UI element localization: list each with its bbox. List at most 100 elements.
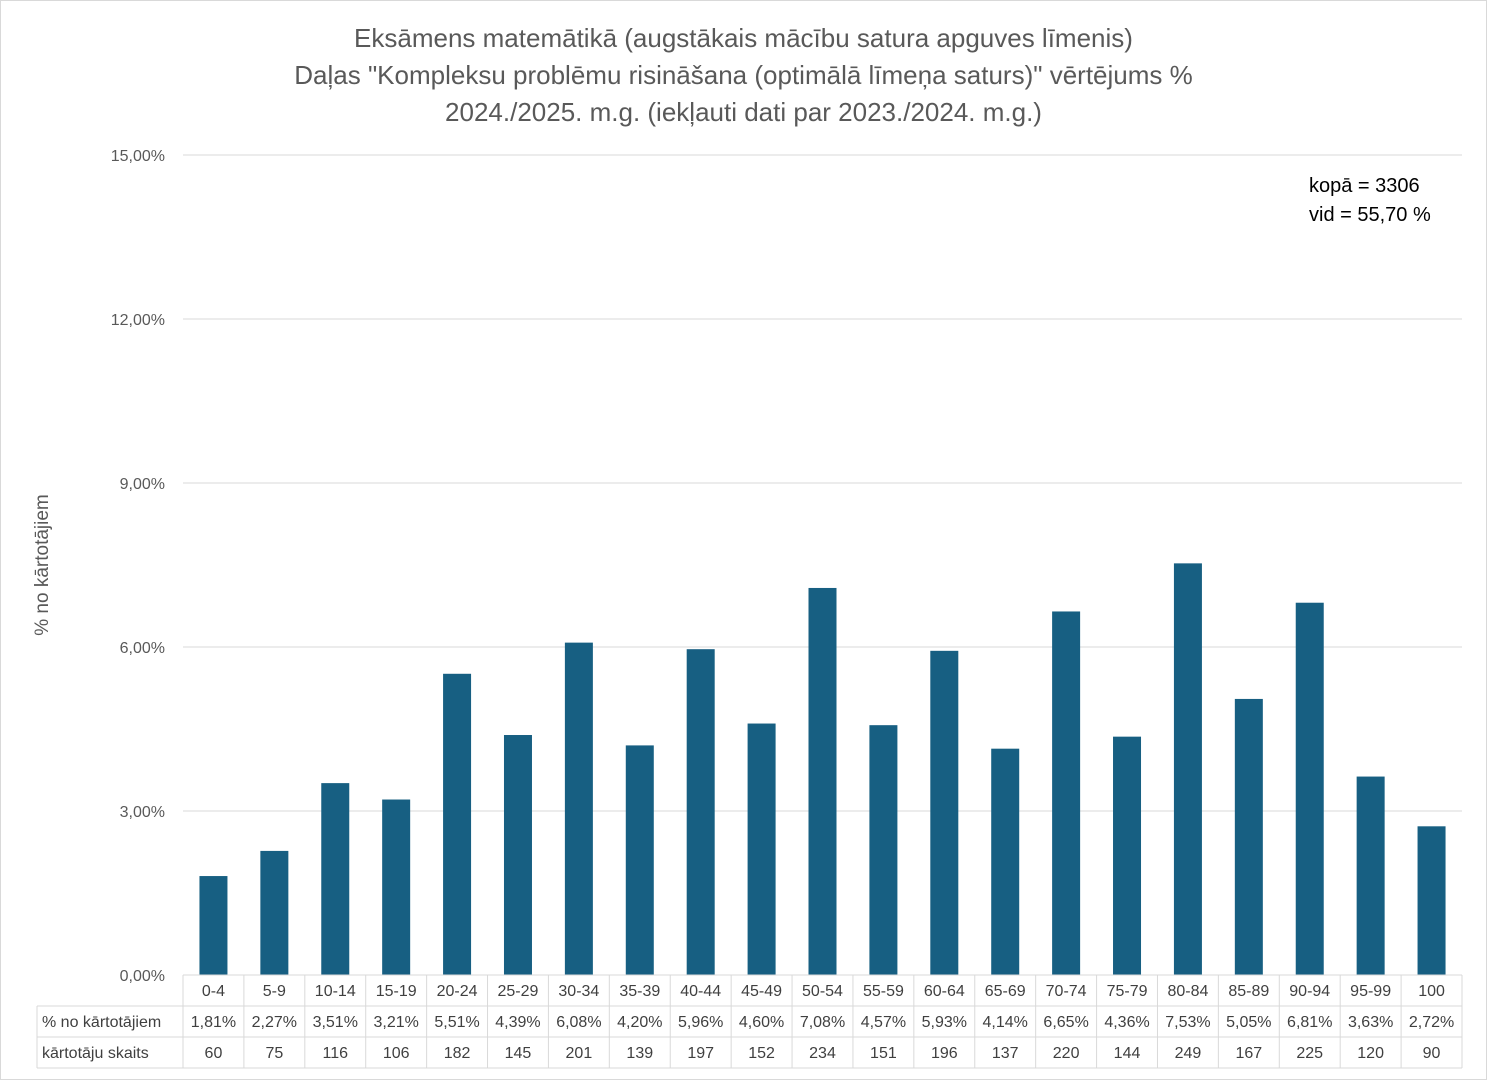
data-label: 2,27% (252, 1014, 297, 1031)
data-label: 7,53% (1165, 1014, 1210, 1031)
y-tick-label: 15,00% (111, 148, 165, 165)
x-tick-label: 80-84 (1167, 983, 1208, 1000)
data-label: 4,14% (983, 1014, 1028, 1031)
x-tick-label: 65-69 (985, 983, 1026, 1000)
bar (1356, 776, 1385, 975)
data-label: 3,63% (1348, 1014, 1393, 1031)
x-tick-label: 35-39 (619, 983, 660, 1000)
bar (1295, 602, 1324, 975)
data-label: 139 (626, 1045, 653, 1062)
data-label: 196 (931, 1045, 958, 1062)
data-label: 151 (870, 1045, 897, 1062)
data-label: 137 (992, 1045, 1019, 1062)
chart-title-line-1: Eksāmens matemātikā (augstākais mācību s… (354, 23, 1133, 53)
data-label: 120 (1357, 1045, 1384, 1062)
x-tick-label: 0-4 (202, 983, 225, 1000)
table-row-header: kārtotāju skaits (42, 1045, 149, 1062)
data-label: 3,21% (373, 1014, 418, 1031)
data-label: 106 (383, 1045, 410, 1062)
bar (321, 783, 350, 975)
y-tick-label: 6,00% (120, 640, 165, 657)
data-label: 4,57% (861, 1014, 906, 1031)
bar (1417, 826, 1446, 975)
x-tick-label: 50-54 (802, 983, 843, 1000)
bar (443, 673, 472, 975)
data-label: 4,39% (495, 1014, 540, 1031)
x-tick-label: 90-94 (1289, 983, 1330, 1000)
mean-annotation: vid = 55,70 % (1309, 204, 1431, 226)
data-label: 5,51% (434, 1014, 479, 1031)
data-label: 6,08% (556, 1014, 601, 1031)
data-label: 7,08% (800, 1014, 845, 1031)
total-annotation: kopā = 3306 (1309, 175, 1420, 197)
data-label: 90 (1423, 1045, 1441, 1062)
data-label: 4,20% (617, 1014, 662, 1031)
summary-annotation: kopā = 3306 vid = 55,70 % (1309, 172, 1431, 230)
data-label: 182 (444, 1045, 471, 1062)
data-label: 201 (566, 1045, 593, 1062)
y-tick-label: 3,00% (120, 804, 165, 821)
data-label: 144 (1114, 1045, 1141, 1062)
data-label: 4,36% (1104, 1014, 1149, 1031)
bar (869, 725, 898, 975)
bar (1173, 563, 1202, 975)
chart-title-line-3: 2024./2025. m.g. (iekļauti dati par 2023… (445, 97, 1042, 127)
data-label: 197 (687, 1045, 714, 1062)
data-label: 116 (323, 1045, 349, 1062)
bar (991, 748, 1020, 975)
chart-title: Eksāmens matemātikā (augstākais mācību s… (0, 20, 1487, 131)
x-tick-label: 10-14 (315, 983, 356, 1000)
x-tick-label: 60-64 (924, 983, 965, 1000)
data-label: 220 (1053, 1045, 1080, 1062)
bar (747, 723, 776, 975)
data-label: 145 (505, 1045, 532, 1062)
data-label: 6,81% (1287, 1014, 1332, 1031)
x-tick-label: 30-34 (558, 983, 599, 1000)
table-row-header: % no kārtotājiem (42, 1014, 161, 1031)
bar (260, 850, 289, 975)
x-tick-label: 75-79 (1107, 983, 1148, 1000)
bar (1234, 698, 1263, 975)
y-tick-label: 0,00% (120, 968, 165, 985)
bar (199, 876, 228, 975)
data-label: 60 (205, 1045, 223, 1062)
x-tick-label: 5-9 (263, 983, 286, 1000)
data-label: 5,93% (922, 1014, 967, 1031)
x-tick-label: 100 (1418, 983, 1445, 1000)
x-tick-label: 85-89 (1228, 983, 1269, 1000)
bar (564, 642, 593, 975)
data-label: 6,65% (1043, 1014, 1088, 1031)
y-tick-label: 12,00% (111, 312, 165, 329)
data-label: 225 (1296, 1045, 1323, 1062)
bar (1113, 736, 1142, 975)
x-tick-label: 70-74 (1046, 983, 1087, 1000)
bar (1052, 611, 1081, 975)
x-tick-label: 40-44 (680, 983, 721, 1000)
x-tick-label: 25-29 (498, 983, 539, 1000)
x-tick-label: 45-49 (741, 983, 782, 1000)
data-label: 152 (748, 1045, 775, 1062)
bar (503, 735, 532, 975)
bar (686, 649, 715, 975)
x-tick-label: 15-19 (376, 983, 417, 1000)
data-label: 5,96% (678, 1014, 723, 1031)
data-label: 1,81% (191, 1014, 236, 1031)
data-label: 167 (1235, 1045, 1262, 1062)
data-label: 234 (809, 1045, 836, 1062)
bar (808, 587, 837, 975)
x-tick-label: 20-24 (437, 983, 478, 1000)
data-label: 4,60% (739, 1014, 784, 1031)
x-tick-label: 95-99 (1350, 983, 1391, 1000)
data-label: 3,51% (313, 1014, 358, 1031)
bar (930, 650, 959, 975)
data-label: 5,05% (1226, 1014, 1271, 1031)
chart-title-line-2: Daļas "Kompleksu problēmu risināšana (op… (294, 60, 1193, 90)
data-label: 75 (265, 1045, 283, 1062)
bar (625, 745, 654, 975)
bar (382, 799, 411, 975)
x-tick-label: 55-59 (863, 983, 904, 1000)
data-label: 249 (1175, 1045, 1202, 1062)
y-tick-label: 9,00% (120, 476, 165, 493)
data-label: 2,72% (1409, 1014, 1454, 1031)
